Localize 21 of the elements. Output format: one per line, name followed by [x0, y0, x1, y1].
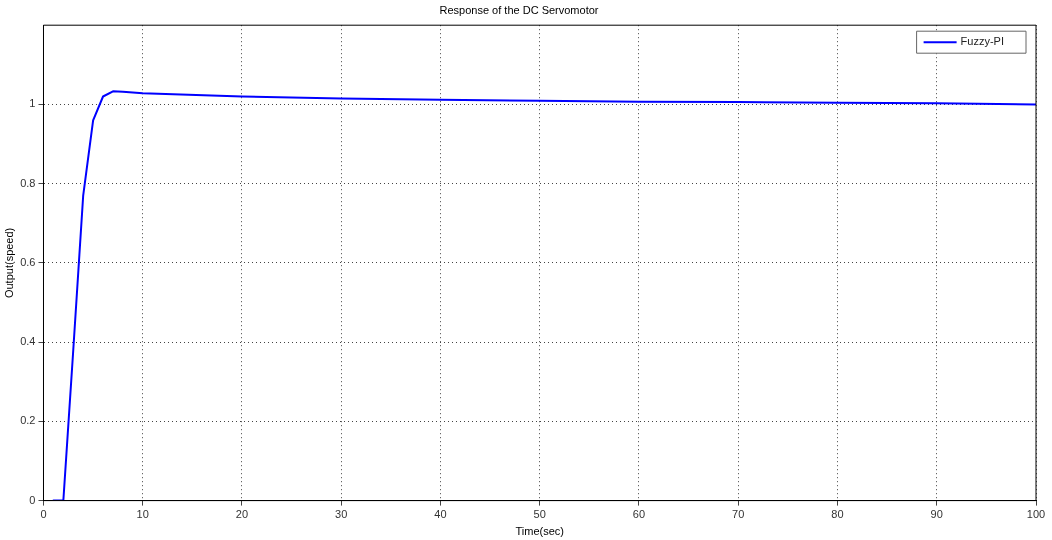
y-tick-label: 1 [29, 97, 36, 110]
x-tick-label: 10 [136, 508, 149, 521]
legend-label: Fuzzy-PI [960, 35, 1005, 48]
x-tick-label: 90 [930, 508, 943, 521]
y-tick-label: 0.2 [20, 414, 36, 427]
y-tick-label: 0.6 [20, 255, 36, 268]
y-tick-label: 0 [29, 493, 36, 506]
x-axis-title: Time(sec) [515, 525, 564, 538]
y-tick-label: 0.4 [20, 335, 36, 348]
x-tick-label: 100 [1026, 508, 1046, 521]
y-tick-label: 0.8 [20, 176, 36, 189]
x-tick-label: 30 [335, 508, 348, 521]
x-tick-label: 70 [732, 508, 745, 521]
chart-title: Response of the DC Servomotor [439, 3, 599, 16]
x-tick-label: 80 [831, 508, 844, 521]
x-tick-label: 40 [434, 508, 447, 521]
x-tick-label: 20 [235, 508, 249, 521]
x-tick-label: 60 [632, 508, 646, 521]
x-tick-label: 50 [533, 508, 546, 521]
x-tick-label: 0 [40, 508, 47, 521]
y-axis-title: Output(speed) [2, 227, 15, 299]
